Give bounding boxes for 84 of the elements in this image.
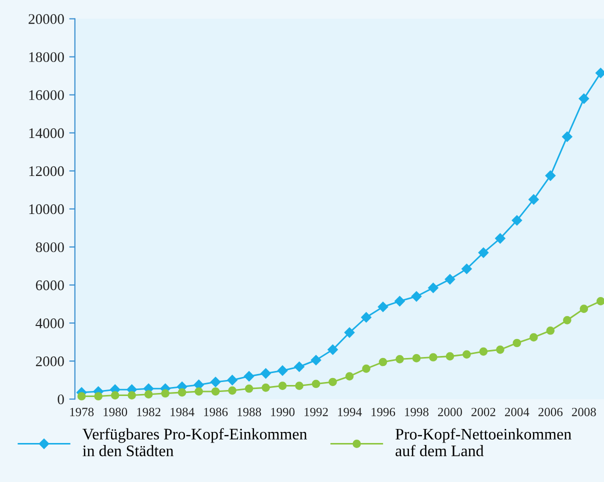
point <box>295 382 304 390</box>
point <box>277 365 288 376</box>
point <box>278 382 287 390</box>
point <box>512 338 522 348</box>
point <box>161 389 170 398</box>
y-tick-label: 12000 <box>29 166 64 176</box>
point <box>429 353 438 362</box>
y-tick-label: 0 <box>58 394 64 404</box>
point <box>512 215 522 226</box>
x-tick-label: 1986 <box>204 408 228 416</box>
point <box>94 392 103 400</box>
x-tick-label: 2008 <box>572 408 596 416</box>
point <box>144 390 153 399</box>
y-tick-label: 2000 <box>36 356 64 366</box>
y-tick-label: 6000 <box>36 280 64 290</box>
point <box>262 384 270 392</box>
y-tick-label: 10000 <box>29 204 64 214</box>
x-tick-label: 1982 <box>137 408 160 416</box>
point <box>462 350 471 359</box>
point <box>530 333 538 342</box>
point <box>328 378 337 386</box>
point <box>411 291 422 302</box>
point <box>128 391 136 400</box>
y-tick-label: 14000 <box>29 128 64 138</box>
point <box>562 132 572 142</box>
point <box>462 264 472 274</box>
point <box>345 372 354 380</box>
x-tick-label: 2006 <box>538 408 563 416</box>
point <box>210 376 221 388</box>
point <box>310 355 322 366</box>
y-tick-label: 20000 <box>28 14 64 24</box>
point <box>344 327 355 338</box>
point <box>178 388 186 397</box>
point <box>580 304 588 313</box>
x-tick-label: 1994 <box>338 408 362 416</box>
point <box>478 248 489 258</box>
point <box>77 392 86 400</box>
point <box>312 380 320 388</box>
point <box>412 354 421 362</box>
point <box>378 358 388 366</box>
x-tick-label: 1992 <box>304 408 328 416</box>
point <box>394 296 405 306</box>
x-tick-label: 1980 <box>104 408 128 416</box>
point <box>396 355 404 364</box>
y-tick-label: 18000 <box>29 52 64 62</box>
x-tick-label: 1988 <box>238 408 262 416</box>
point <box>227 374 238 386</box>
point <box>362 364 370 373</box>
x-tick-label: 2000 <box>438 408 462 416</box>
point <box>361 312 372 322</box>
point <box>378 302 388 312</box>
point <box>294 362 304 372</box>
y-tick-label: 8000 <box>36 242 64 252</box>
point <box>444 274 456 284</box>
point <box>495 233 506 244</box>
point <box>228 386 236 395</box>
point <box>428 282 438 293</box>
point <box>528 194 539 205</box>
point <box>110 391 120 400</box>
x-tick-label: 1990 <box>271 408 295 416</box>
point <box>479 347 488 356</box>
point <box>244 384 254 393</box>
legend-label: Verfügbares Pro-Kopf-Einkommen in den Städten <box>82 428 307 456</box>
point <box>260 368 271 379</box>
y-tick-label: 16000 <box>29 90 64 100</box>
point <box>194 387 203 396</box>
point <box>496 345 504 354</box>
point <box>596 297 604 306</box>
x-tick-label: 1978 <box>70 408 94 416</box>
point <box>211 387 220 396</box>
point <box>244 371 254 382</box>
point <box>446 352 454 360</box>
legend-label: Pro-Kopf-Nettoeinkommen auf dem Land <box>396 428 572 456</box>
point <box>562 316 572 324</box>
y-tick-label: 4000 <box>36 318 64 328</box>
point <box>328 344 338 355</box>
x-tick-label: 1998 <box>405 408 428 416</box>
point <box>545 170 556 181</box>
x-tick-label: 1984 <box>170 408 194 416</box>
x-tick-label: 1996 <box>372 408 396 416</box>
point <box>546 326 555 335</box>
x-tick-label: 2002 <box>471 408 496 416</box>
x-tick-label: 2004 <box>504 408 530 416</box>
point <box>578 94 590 104</box>
